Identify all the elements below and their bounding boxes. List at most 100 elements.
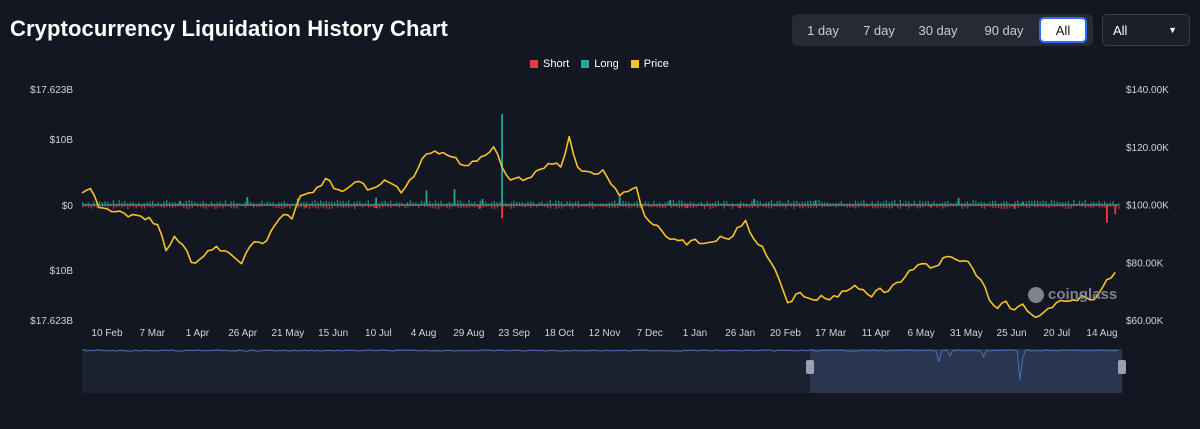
- navigator-left-handle[interactable]: [806, 360, 814, 374]
- legend-item-price[interactable]: Price: [630, 58, 669, 70]
- short-noise-bar: [186, 205, 188, 209]
- short-noise-bar: [664, 205, 667, 209]
- right-axis-tick-label: $60.00K: [1126, 316, 1164, 327]
- short-noise-bar: [412, 205, 415, 207]
- long-noise-bar: [703, 203, 705, 205]
- coinglass-logo-icon: [1028, 286, 1044, 303]
- long-noise-bar: [154, 203, 157, 205]
- long-noise-bar: [793, 200, 795, 205]
- short-noise-bar: [709, 205, 711, 209]
- short-noise-bar: [617, 205, 619, 209]
- short-noise-bar: [936, 205, 938, 208]
- short-noise-bar: [790, 205, 793, 207]
- short-noise-bar: [421, 205, 423, 207]
- short-noise-bar: [449, 205, 451, 209]
- short-noise-bar: [841, 205, 843, 207]
- long-noise-bar: [160, 203, 162, 205]
- long-noise-bar: [1031, 201, 1033, 205]
- left-axis-tick-label: $17.623B: [30, 85, 73, 96]
- short-noise-bar: [939, 205, 941, 207]
- range-30-day-button[interactable]: 30 day: [918, 22, 958, 38]
- range-1-day-button[interactable]: 1 day: [807, 22, 839, 38]
- short-noise-bar: [849, 205, 851, 208]
- short-noise-bar: [720, 205, 723, 207]
- long-noise-bar: [891, 201, 893, 205]
- long-liquidation-bar: [501, 114, 503, 205]
- navigator-right-handle[interactable]: [1118, 360, 1126, 374]
- long-noise-bar: [720, 203, 722, 205]
- long-noise-bar: [986, 203, 988, 205]
- short-noise-bar: [1037, 205, 1039, 208]
- long-noise-bar: [994, 200, 997, 205]
- long-noise-bar: [566, 201, 568, 205]
- short-noise-bar: [93, 205, 95, 208]
- long-liquidation-bar: [375, 197, 377, 205]
- long-noise-bar: [826, 202, 829, 205]
- long-noise-bar: [728, 203, 731, 205]
- short-noise-bar: [485, 205, 487, 208]
- short-noise-bar: [771, 205, 773, 209]
- long-noise-bar: [692, 202, 694, 205]
- long-noise-bar: [1000, 202, 1002, 205]
- short-noise-bar: [225, 205, 227, 207]
- short-noise-bar: [334, 205, 336, 207]
- long-noise-bar: [846, 203, 848, 205]
- long-noise-bar: [798, 202, 801, 205]
- symbol-select[interactable]: All ▼: [1102, 14, 1190, 46]
- long-noise-bar: [115, 203, 117, 205]
- long-noise-bar: [1011, 203, 1013, 205]
- short-noise-bar: [1093, 205, 1095, 208]
- short-noise-bar: [354, 205, 356, 209]
- legend-item-long[interactable]: Long: [581, 58, 619, 70]
- long-noise-bar: [303, 201, 305, 205]
- short-noise-bar: [1082, 205, 1084, 207]
- long-noise-bar: [1081, 202, 1083, 205]
- long-noise-bar: [602, 203, 605, 205]
- short-noise-bar: [634, 205, 636, 207]
- short-noise-bar: [278, 205, 280, 209]
- long-noise-bar: [983, 202, 985, 205]
- short-noise-bar: [480, 205, 482, 209]
- short-noise-bar: [975, 205, 977, 207]
- short-noise-bar: [662, 205, 664, 209]
- legend-label-price: Price: [643, 58, 669, 70]
- long-noise-bar: [577, 201, 579, 205]
- short-noise-bar: [160, 205, 163, 208]
- range-90-day-button[interactable]: 90 day: [984, 22, 1024, 38]
- long-noise-bar: [432, 203, 434, 205]
- long-noise-bar: [227, 203, 229, 205]
- long-noise-bar: [381, 201, 383, 205]
- short-liquidation-bar: [1106, 205, 1108, 223]
- short-noise-bar: [214, 205, 216, 209]
- long-noise-bar: [723, 201, 725, 205]
- navigator-selected-range[interactable]: [810, 349, 1122, 393]
- short-noise-bar: [1042, 205, 1045, 207]
- long-noise-bar: [933, 201, 935, 205]
- x-axis-tick-label: 18 Oct: [545, 328, 575, 339]
- long-noise-bar: [594, 203, 596, 205]
- short-noise-bar: [522, 205, 524, 207]
- short-noise-bar: [866, 205, 868, 208]
- x-axis-tick-label: 10 Jul: [365, 328, 392, 339]
- legend-item-short[interactable]: Short: [530, 58, 569, 70]
- long-noise-bar: [706, 201, 708, 205]
- legend-label-short: Short: [543, 58, 570, 70]
- range-all-button[interactable]: All: [1039, 17, 1087, 43]
- short-noise-bar: [944, 205, 947, 208]
- long-noise-bar: [241, 203, 243, 205]
- short-noise-bar: [194, 205, 196, 207]
- long-noise-bar: [415, 202, 417, 205]
- range-7-day-button[interactable]: 7 day: [863, 22, 895, 38]
- liquidation-bars: [179, 114, 1117, 223]
- long-liquidation-bar: [425, 190, 428, 205]
- long-noise-bar: [857, 202, 859, 205]
- long-noise-bar: [334, 202, 336, 205]
- short-noise-bar: [183, 205, 185, 209]
- long-liquidation-bar: [453, 189, 456, 205]
- short-noise-bar: [998, 205, 1000, 209]
- long-noise-bar: [532, 202, 535, 205]
- short-liquidation-bar: [478, 205, 481, 209]
- short-noise-bar: [824, 205, 826, 207]
- long-noise-bar: [230, 201, 232, 205]
- short-noise-bar: [858, 205, 860, 208]
